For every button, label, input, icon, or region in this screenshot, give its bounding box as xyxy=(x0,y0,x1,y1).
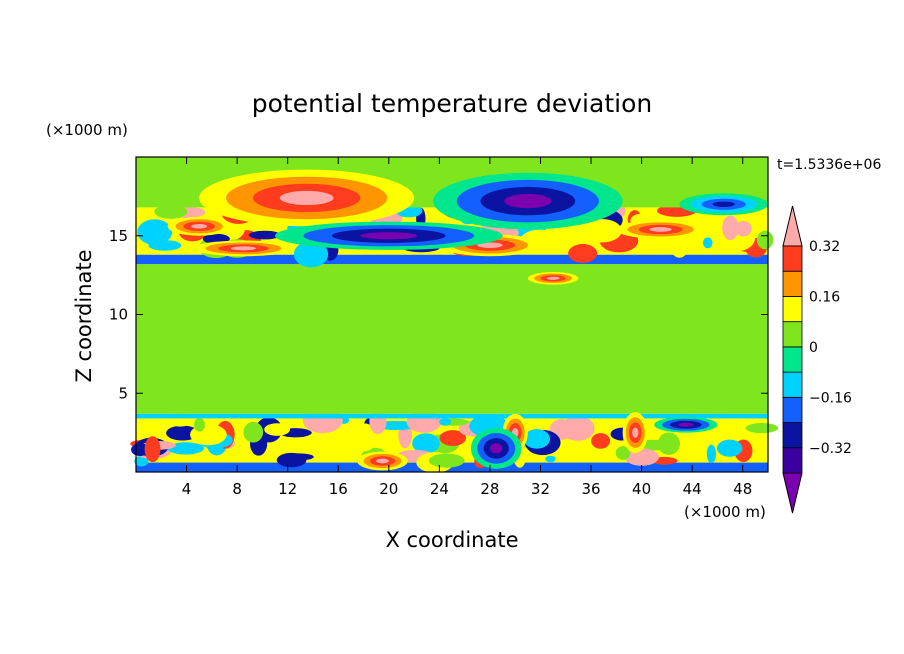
contour-cell xyxy=(428,453,465,468)
contour-cell xyxy=(264,423,291,436)
x-axis-label: X coordinate xyxy=(385,528,518,552)
contour-feature-3 xyxy=(477,242,503,248)
x-tick-label: 32 xyxy=(531,480,550,498)
contour-band-3 xyxy=(136,264,768,414)
x-tick-label: 24 xyxy=(430,480,449,498)
colorbar-tick-label: 0.16 xyxy=(809,289,840,305)
colorbar-box xyxy=(782,447,803,474)
contour-cell xyxy=(745,422,779,434)
contour-cell xyxy=(722,215,739,241)
contour-cell xyxy=(351,423,378,452)
x-tick-label: 28 xyxy=(480,480,499,498)
contour-cell xyxy=(148,240,182,251)
contour-cell xyxy=(137,219,173,245)
contour-cell xyxy=(248,230,281,240)
contour-cell xyxy=(276,452,307,468)
contour-band-4 xyxy=(136,254,768,265)
colorbar-box xyxy=(782,422,803,449)
colorbar-box xyxy=(782,371,803,398)
contour-feature-2 xyxy=(230,246,257,251)
x-tick-label: 12 xyxy=(278,480,297,498)
contour-cell xyxy=(144,436,161,463)
x-axis: 4 8 12 16 20 24 28 32 36 40 44 48 xyxy=(182,157,752,498)
contour-cell xyxy=(615,446,631,460)
contour-cell xyxy=(194,417,205,432)
contour-cell xyxy=(154,204,188,219)
colorbar-box xyxy=(782,270,803,297)
contour-feature-8 xyxy=(712,201,735,208)
x-unit-label: (×1000 m) xyxy=(684,503,766,521)
x-tick-label: 48 xyxy=(733,480,752,498)
contour-cell xyxy=(706,444,717,464)
y-tick-label: 10 xyxy=(109,306,128,324)
time-label: t=1.5336e+06 xyxy=(777,157,881,173)
y-axis-label: Z coordinate xyxy=(72,249,96,382)
x-tick-label: 44 xyxy=(683,480,702,498)
contour-feature-4 xyxy=(546,276,560,280)
colorbar-tick-label: 0.32 xyxy=(809,239,840,255)
contour-cell xyxy=(523,429,551,449)
contour-feature-12 xyxy=(677,422,694,427)
y-tick-label: 15 xyxy=(109,227,128,245)
contour-cell xyxy=(376,420,417,431)
colorbar-tick-label: 0 xyxy=(809,340,818,356)
contour-feature-1 xyxy=(191,223,208,229)
contour-feature-0 xyxy=(279,190,334,206)
colorbar-tick-label: −0.32 xyxy=(809,441,852,457)
contour-cell xyxy=(545,455,556,463)
y-tick-label: 5 xyxy=(118,384,128,402)
contour-cell xyxy=(439,418,452,426)
contour-feature-13 xyxy=(489,443,503,454)
contour-cell xyxy=(134,455,149,467)
contour-cell xyxy=(657,432,681,455)
contour-feature-9 xyxy=(376,458,389,464)
contour-cell xyxy=(412,433,440,454)
plot-area xyxy=(130,157,779,473)
contour-band-2 xyxy=(136,413,768,419)
colorbar-extend-high xyxy=(782,205,803,247)
contour-feature-11 xyxy=(632,427,639,438)
contour-feature-7 xyxy=(360,232,418,240)
colorbar-box xyxy=(782,321,803,348)
contour-cell xyxy=(716,439,743,457)
contour-cell xyxy=(293,241,329,268)
contour-cell xyxy=(243,421,264,443)
x-tick-label: 4 xyxy=(182,480,192,498)
x-tick-label: 16 xyxy=(329,480,348,498)
y-unit-label: (×1000 m) xyxy=(46,121,128,139)
contour-cell xyxy=(167,442,204,455)
colorbar: −0.32 −0.16 0 0.16 0.32 xyxy=(782,205,852,514)
contour-feature-5 xyxy=(649,227,672,232)
contour-cell xyxy=(568,243,598,263)
x-tick-label: 36 xyxy=(581,480,600,498)
contour-feature-6 xyxy=(504,194,552,209)
x-tick-label: 8 xyxy=(232,480,242,498)
x-tick-label: 40 xyxy=(632,480,651,498)
contour-cell xyxy=(582,218,622,243)
colorbar-box xyxy=(782,396,803,423)
colorbar-box xyxy=(782,346,803,373)
colorbar-box xyxy=(782,245,803,272)
contour-cell xyxy=(669,232,689,258)
x-tick-label: 20 xyxy=(379,480,398,498)
contour-cell xyxy=(591,433,611,449)
contour-cell xyxy=(702,237,713,249)
y-axis: 5 10 15 xyxy=(109,227,768,402)
chart-title: potential temperature deviation xyxy=(252,89,652,118)
contour-cell xyxy=(756,230,774,250)
colorbar-tick-label: −0.16 xyxy=(809,390,852,406)
colorbar-extend-low xyxy=(782,472,803,514)
contour-cell xyxy=(439,430,467,446)
contour-cell xyxy=(735,220,752,237)
colorbar-box xyxy=(782,296,803,323)
